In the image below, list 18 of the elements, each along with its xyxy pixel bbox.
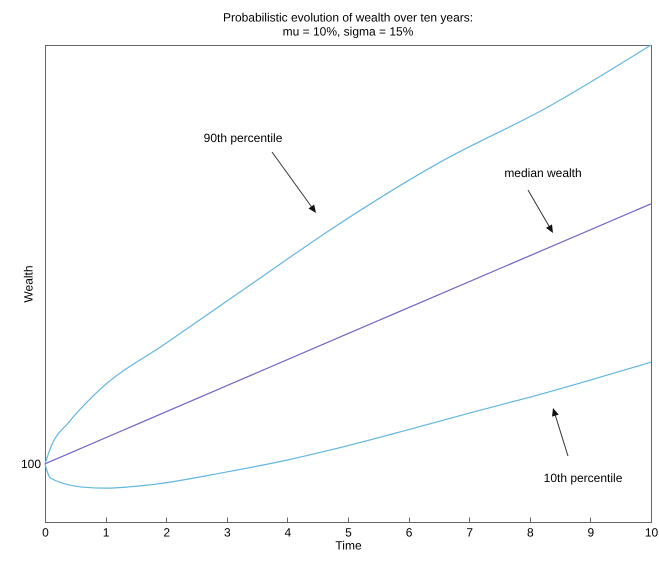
x-tick-label: 1 bbox=[102, 526, 110, 540]
x-tick-label: 3 bbox=[224, 526, 231, 540]
x-axis-title: Time bbox=[335, 538, 362, 552]
annotation: 100 bbox=[20, 456, 42, 471]
y-axis-title: Wealth bbox=[22, 265, 36, 303]
x-tick-label: 0 bbox=[42, 526, 50, 540]
x-tick-label: 4 bbox=[284, 526, 292, 540]
x-tick-label: 10 bbox=[644, 526, 658, 540]
x-tick-label: 8 bbox=[526, 526, 534, 540]
x-tick-label: 2 bbox=[163, 526, 170, 540]
chart-title: Probabilistic evolution of wealth over ten years: mu = 10%, sigma = 15% bbox=[222, 10, 474, 38]
x-tick-label: 5 bbox=[345, 526, 352, 540]
annotation: 10th percentile bbox=[544, 471, 623, 485]
x-tick-label: 9 bbox=[588, 526, 595, 540]
annotation: median wealth bbox=[504, 166, 582, 180]
annotation: 90th percentile bbox=[204, 131, 283, 145]
x-tick-label: 7 bbox=[466, 526, 474, 540]
x-tick-label: 6 bbox=[406, 526, 413, 540]
